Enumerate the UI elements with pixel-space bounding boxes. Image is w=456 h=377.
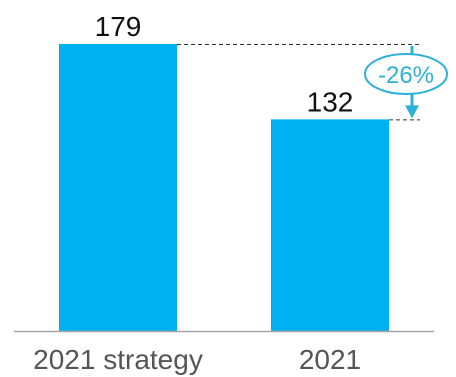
change-annotation: -26% — [364, 46, 448, 119]
bars-group — [59, 44, 389, 331]
bar-1 — [59, 44, 177, 331]
change-label: -26% — [378, 62, 434, 89]
bar-2 — [271, 119, 389, 331]
category-label-1: 2021 strategy — [33, 344, 203, 375]
labels-group: 179 2021 strategy 132 2021 — [33, 11, 361, 375]
bar-value-label-1: 179 — [95, 11, 142, 42]
guide-lines-group — [177, 44, 420, 121]
category-label-2: 2021 — [299, 344, 361, 375]
bar-value-label-2: 132 — [307, 86, 354, 117]
change-badge — [364, 53, 448, 95]
change-arrow-head — [405, 105, 419, 119]
